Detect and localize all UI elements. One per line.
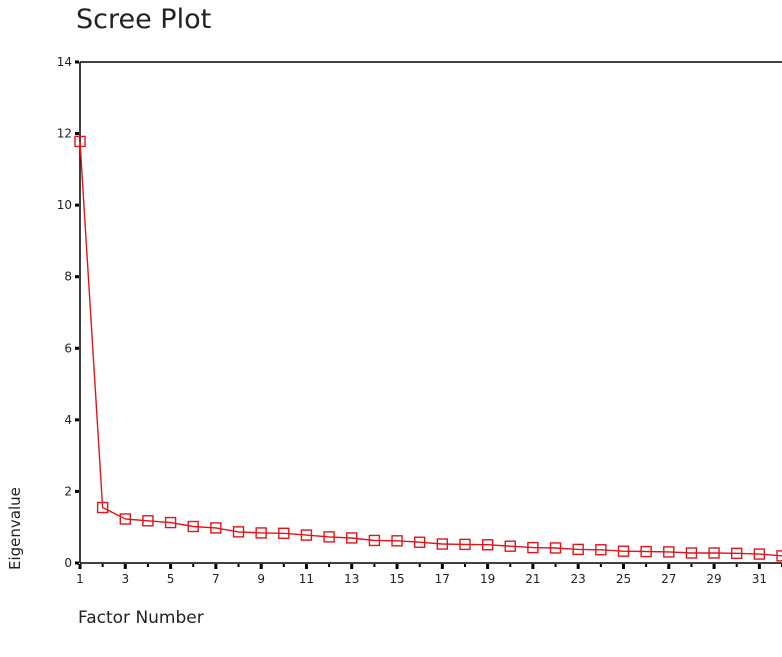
x-tick xyxy=(214,564,218,569)
data-point xyxy=(391,535,403,547)
x-tick xyxy=(123,564,127,569)
y-tick xyxy=(75,418,79,422)
data-point xyxy=(96,501,109,514)
x-tick-label: 13 xyxy=(344,572,359,586)
x-tick-label: 5 xyxy=(167,572,175,586)
x-tick-label: 19 xyxy=(480,572,495,586)
x-minor-tick xyxy=(554,564,557,567)
data-point xyxy=(255,527,267,539)
data-point xyxy=(731,547,743,560)
y-tick xyxy=(75,489,79,493)
y-tick xyxy=(75,561,79,565)
x-minor-tick xyxy=(509,564,512,567)
x-tick xyxy=(621,564,625,569)
x-tick-label: 3 xyxy=(121,572,129,586)
data-point xyxy=(504,540,516,552)
data-point xyxy=(481,539,494,551)
data-point xyxy=(549,542,562,554)
y-tick xyxy=(75,275,79,279)
x-minor-tick xyxy=(463,564,466,567)
y-tick xyxy=(75,60,79,64)
y-tick-label: 10 xyxy=(57,198,72,212)
y-tick xyxy=(75,346,79,350)
x-tick xyxy=(667,564,671,569)
y-tick xyxy=(75,132,79,136)
x-minor-tick xyxy=(690,564,693,567)
data-point xyxy=(776,550,782,562)
data-point xyxy=(595,544,607,556)
x-tick xyxy=(712,564,716,569)
data-point xyxy=(119,513,131,525)
data-point xyxy=(346,532,358,544)
data-point xyxy=(232,526,245,538)
x-minor-tick xyxy=(328,564,331,567)
x-minor-tick xyxy=(101,564,104,567)
x-tick xyxy=(531,564,535,569)
y-tick-label: 8 xyxy=(64,270,72,284)
x-minor-tick xyxy=(735,564,738,567)
data-point xyxy=(572,543,584,556)
x-tick-label: 15 xyxy=(389,572,404,586)
x-tick-label: 11 xyxy=(299,572,314,586)
x-axis-label: Factor Number xyxy=(78,608,204,628)
y-tick-label: 2 xyxy=(64,484,72,498)
x-minor-tick xyxy=(599,564,602,567)
x-tick-label: 9 xyxy=(257,572,265,586)
x-tick xyxy=(440,564,444,569)
data-point xyxy=(753,548,766,560)
data-point xyxy=(323,531,335,543)
x-tick-label: 21 xyxy=(525,572,540,586)
x-minor-tick xyxy=(645,564,648,567)
data-point xyxy=(413,536,426,548)
data-point xyxy=(640,545,652,558)
chart-title: Scree Plot xyxy=(76,4,212,35)
data-point xyxy=(685,547,698,559)
x-tick xyxy=(78,564,82,569)
data-point xyxy=(142,515,154,527)
y-tick-label: 4 xyxy=(64,413,72,427)
x-tick xyxy=(350,564,354,569)
data-point xyxy=(278,527,290,539)
x-tick xyxy=(395,564,399,569)
x-tick-label: 25 xyxy=(616,572,631,586)
x-minor-tick xyxy=(146,564,149,567)
x-tick-label: 31 xyxy=(752,572,767,586)
data-point xyxy=(708,547,720,559)
data-point xyxy=(187,520,199,533)
x-tick xyxy=(486,564,490,569)
y-tick-label: 0 xyxy=(64,556,72,570)
x-minor-tick xyxy=(192,564,195,567)
y-tick-label: 6 xyxy=(64,341,72,355)
x-tick xyxy=(304,564,308,569)
data-point xyxy=(527,541,539,554)
data-point xyxy=(459,538,471,551)
x-tick xyxy=(576,564,580,569)
x-tick-label: 7 xyxy=(212,572,220,586)
data-point xyxy=(164,516,177,529)
x-tick-label: 1 xyxy=(76,572,84,586)
x-tick-label: 17 xyxy=(435,572,450,586)
data-point xyxy=(617,545,630,557)
eigenvalue-line xyxy=(79,141,782,557)
x-minor-tick xyxy=(373,564,376,567)
x-tick xyxy=(757,564,761,569)
x-tick xyxy=(259,564,263,569)
data-point xyxy=(210,522,222,534)
x-tick-label: 23 xyxy=(571,572,586,586)
y-tick xyxy=(75,203,79,207)
x-minor-tick xyxy=(237,564,240,567)
y-tick-label: 14 xyxy=(57,55,72,69)
data-point xyxy=(74,135,86,148)
x-tick-label: 29 xyxy=(706,572,721,586)
data-point xyxy=(663,546,675,558)
data-point xyxy=(300,529,313,541)
x-tick xyxy=(169,564,173,569)
x-tick-label: 27 xyxy=(661,572,676,586)
x-minor-tick xyxy=(418,564,421,567)
y-tick-label: 12 xyxy=(57,127,72,141)
data-point xyxy=(368,534,381,547)
x-minor-tick xyxy=(282,564,285,567)
data-point xyxy=(436,538,449,550)
